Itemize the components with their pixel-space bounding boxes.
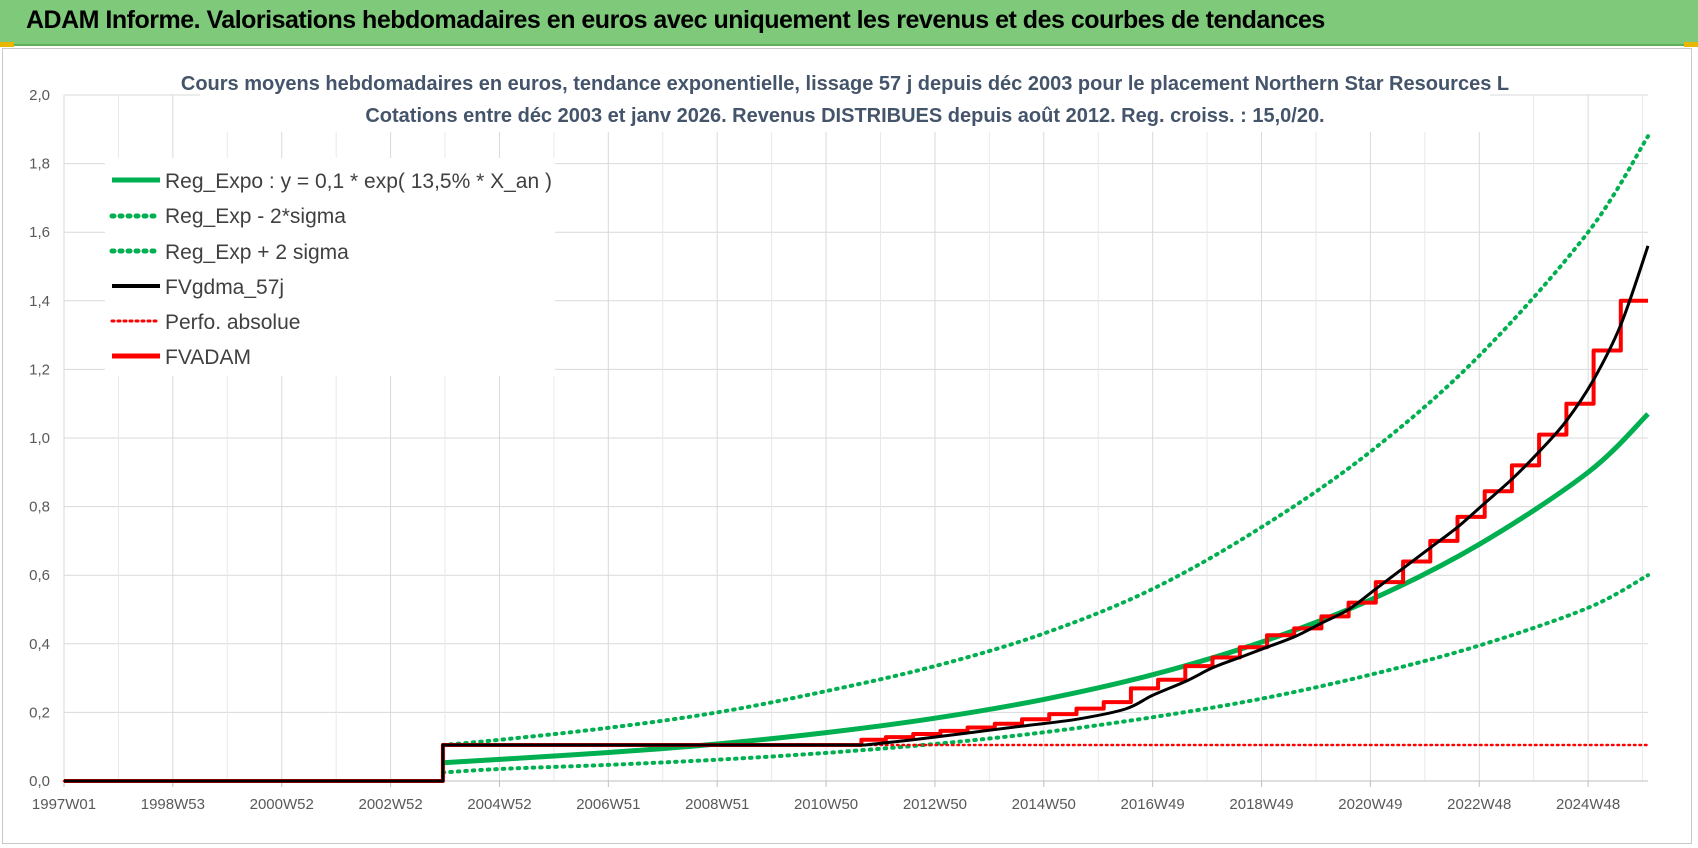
x-tick-label: 2024W48 — [1556, 796, 1620, 813]
chart-subtitle: Cotations entre déc 2003 et janv 2026. R… — [365, 105, 1324, 127]
x-tick-label: 1997W01 — [32, 796, 96, 813]
legend-label-fvadam: FVADAM — [165, 346, 251, 369]
y-tick-label: 0,0 — [29, 773, 50, 790]
legend-label-reg-minus-2sigma: Reg_Exp - 2*sigma — [165, 205, 346, 228]
legend-label-fvgdma: FVgdma_57j — [165, 276, 284, 299]
x-tick-label: 2000W52 — [250, 796, 314, 813]
y-tick-label: 1,8 — [29, 156, 50, 173]
x-tick-label: 2020W49 — [1338, 796, 1402, 813]
y-tick-label: 1,6 — [29, 224, 50, 241]
series-reg-minus-2sigma — [440, 573, 1650, 775]
y-tick-label: 1,2 — [29, 361, 50, 378]
corner-marker-left — [0, 42, 14, 47]
corner-marker-right — [1684, 42, 1698, 47]
x-tick-label: 2002W52 — [358, 796, 422, 813]
series-reg-plus-2sigma — [440, 134, 1650, 747]
y-tick-label: 0,6 — [29, 567, 50, 584]
y-tick-label: 0,2 — [29, 704, 50, 721]
x-axis-ticks: 1997W01 1998W53 2000W52 2002W52 2004W52 2006W… — [32, 781, 1620, 813]
legend-label-reg-plus-2sigma: Reg_Exp + 2 sigma — [165, 241, 349, 264]
x-tick-label: 2012W50 — [903, 796, 967, 813]
y-tick-label: 0,4 — [29, 636, 50, 653]
x-tick-label: 2014W50 — [1012, 796, 1076, 813]
y-tick-label: 2,0 — [29, 87, 50, 104]
x-tick-label: 2022W48 — [1447, 796, 1511, 813]
x-tick-label: 2008W51 — [685, 796, 749, 813]
legend-label-reg-expo: Reg_Expo : y = 0,1 * exp( 13,5% * X_an ) — [165, 170, 552, 193]
x-tick-label: 1998W53 — [141, 796, 205, 813]
legend-background — [105, 158, 555, 376]
y-tick-label: 1,0 — [29, 430, 50, 447]
legend-label-perfo-absolue: Perfo. absolue — [165, 311, 300, 334]
legend: Reg_Expo : y = 0,1 * exp( 13,5% * X_an )… — [105, 158, 555, 376]
x-tick-label: 2006W51 — [576, 796, 640, 813]
report-title: ADAM Informe. Valorisations hebdomadaire… — [26, 6, 1325, 34]
y-axis-ticks: 0,0 0,2 0,4 0,6 0,8 1,0 1,2 1,4 1,6 1,8 2,0 — [29, 87, 50, 790]
y-tick-label: 1,4 — [29, 293, 50, 310]
report-banner: ADAM Informe. Valorisations hebdomadaire… — [0, 0, 1698, 46]
x-tick-label: 2010W50 — [794, 796, 858, 813]
series-lines — [62, 134, 1650, 783]
chart-border — [2, 48, 1692, 844]
series-fvadam — [64, 298, 1648, 783]
chart-title: Cours moyens hebdomadaires en euros, ten… — [181, 73, 1509, 95]
x-tick-label: 2016W49 — [1121, 796, 1185, 813]
title-background — [200, 68, 1490, 132]
x-tick-label: 2018W49 — [1229, 796, 1293, 813]
y-tick-label: 0,8 — [29, 499, 50, 516]
x-tick-label: 2004W52 — [467, 796, 531, 813]
series-fvgdma — [64, 245, 1650, 783]
series-reg-expo — [442, 412, 1650, 766]
